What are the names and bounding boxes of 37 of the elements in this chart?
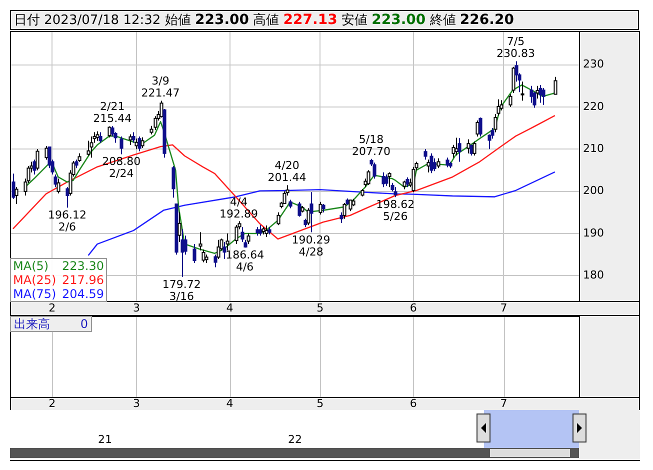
x-tick-label: 2 <box>48 301 56 314</box>
text: 5 <box>316 396 324 410</box>
y-tick-label: 200 <box>583 184 604 198</box>
range-navigator: 21 22 <box>10 410 640 460</box>
y-tick-label: 230 <box>583 58 604 71</box>
annotation: 223.30 <box>62 259 104 273</box>
annotation: 204.59 <box>62 287 104 301</box>
text: 6 <box>410 396 417 410</box>
x-tick-label: 5 <box>316 301 324 314</box>
text: 4 <box>226 396 234 410</box>
annotation: 198.62 5/26 <box>376 198 415 224</box>
y-tick-label: 190 <box>583 226 604 240</box>
annotation: 196.12 2/6 <box>48 208 86 234</box>
annotation: 217.96 <box>62 273 104 287</box>
x-tick-label: 7 <box>500 301 508 314</box>
chart-title: 日付 2023/07/18 12:32 始値 223.00 高値 227.13 安値 223.00 終値 226.20 <box>14 12 514 28</box>
text: 2 <box>48 396 56 410</box>
text: 7 <box>500 396 508 410</box>
annotation: 179.72 3/16 <box>162 278 201 303</box>
annotation: 190.29 4/28 <box>292 233 330 258</box>
text: MA(5) <box>13 259 49 273</box>
text: MA(75) <box>13 287 56 301</box>
annotation: 4/20 201.44 <box>268 159 306 184</box>
text: 出来高 0 <box>14 317 88 331</box>
x-tick-label: 4 <box>226 301 234 314</box>
text: 3 <box>132 396 140 410</box>
x-tick-label: 6 <box>410 301 417 314</box>
x-tick-label: 3 <box>132 301 140 314</box>
text: MA(25) <box>13 273 56 287</box>
annotation: 7/5 230.83 <box>496 35 536 60</box>
y-tick-label: 220 <box>583 100 604 113</box>
annotation: 186.64 4/6 <box>226 248 264 274</box>
annotation: 3/9 221.47 <box>141 74 180 100</box>
annotation: 2/21 215.44 <box>93 100 132 126</box>
annotation: 5/18 207.70 <box>352 132 391 158</box>
y-tick-label: 210 <box>583 142 604 155</box>
y-tick-label: 180 <box>583 268 604 282</box>
